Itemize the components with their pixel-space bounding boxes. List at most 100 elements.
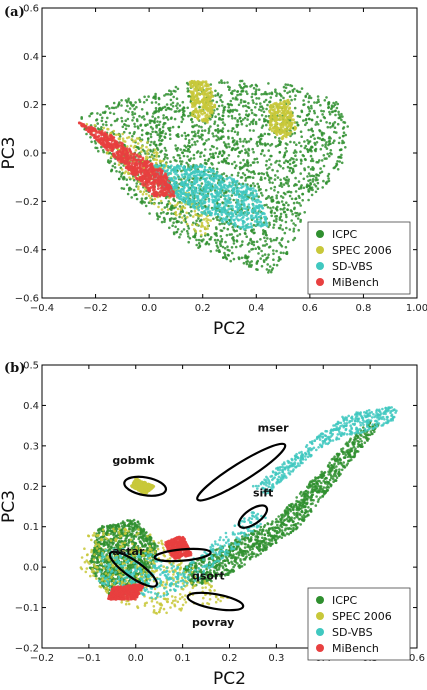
data-point — [206, 211, 210, 214]
data-point — [214, 212, 218, 215]
data-point — [227, 162, 231, 165]
data-point — [292, 227, 296, 231]
data-point — [227, 254, 230, 257]
data-point — [241, 216, 244, 220]
data-point — [136, 125, 139, 128]
data-point — [154, 168, 157, 172]
data-point — [125, 165, 128, 169]
data-point — [96, 122, 99, 125]
data-point — [274, 207, 278, 210]
data-point — [150, 171, 154, 175]
data-point — [223, 144, 227, 147]
data-point — [264, 188, 268, 192]
data-point — [215, 241, 218, 244]
data-point — [250, 242, 254, 245]
data-point — [280, 108, 284, 112]
data-point — [154, 144, 158, 147]
data-point — [148, 212, 151, 215]
data-point — [249, 237, 252, 241]
data-point — [273, 116, 276, 120]
data-point — [113, 166, 117, 169]
data-point — [241, 144, 245, 148]
data-point — [271, 181, 274, 185]
data-point — [179, 148, 182, 151]
data-point — [205, 185, 209, 188]
data-point — [175, 110, 178, 113]
data-point — [180, 181, 184, 184]
data-point — [183, 214, 186, 217]
data-point — [133, 122, 136, 126]
data-point — [243, 195, 246, 199]
data-point — [335, 131, 338, 134]
data-point — [128, 176, 131, 179]
data-point — [244, 148, 247, 151]
data-point — [334, 101, 338, 104]
data-point — [187, 148, 190, 151]
data-point — [211, 198, 214, 201]
data-point — [300, 87, 304, 90]
data-point — [146, 179, 150, 182]
data-point — [286, 143, 289, 146]
data-point — [191, 170, 195, 173]
data-point — [223, 251, 226, 255]
data-point — [329, 126, 332, 129]
data-point — [167, 200, 170, 203]
data-point — [255, 97, 258, 100]
data-point — [246, 164, 250, 168]
data-point — [334, 109, 337, 113]
data-point — [242, 261, 246, 265]
data-point — [137, 178, 141, 181]
data-point — [207, 92, 210, 95]
data-point — [140, 167, 144, 170]
data-point — [335, 106, 339, 110]
data-point — [216, 209, 219, 212]
data-point — [333, 139, 336, 142]
data-point — [191, 120, 194, 124]
data-point — [181, 192, 184, 195]
data-point — [299, 130, 303, 133]
data-point — [257, 135, 261, 139]
data-point — [231, 183, 235, 187]
data-point — [217, 198, 220, 201]
data-point — [193, 83, 196, 87]
data-point — [142, 162, 146, 165]
data-point — [252, 228, 255, 231]
data-point — [215, 100, 219, 104]
chart-panel-1: −0.4 −0.2 0.0 0.2 0.4 0.6 0.8 1.00−0.6−0.4−0.20… — [0, 4, 427, 340]
data-point — [322, 154, 326, 157]
data-point — [178, 176, 181, 180]
data-point — [165, 177, 168, 181]
data-point — [143, 169, 147, 172]
data-point — [258, 108, 261, 111]
data-point — [293, 207, 296, 211]
data-point — [264, 230, 267, 233]
data-point — [228, 111, 231, 114]
data-point — [271, 119, 274, 122]
data-point — [316, 123, 320, 126]
data-point — [237, 171, 240, 175]
data-point — [279, 195, 283, 198]
data-point — [266, 174, 270, 178]
data-point — [272, 223, 276, 227]
data-point — [197, 129, 200, 133]
data-point — [238, 233, 242, 236]
data-point — [146, 123, 149, 126]
data-point — [121, 171, 124, 175]
data-point — [270, 107, 274, 111]
data-point — [118, 170, 121, 174]
data-point — [194, 143, 197, 146]
data-point — [272, 252, 275, 256]
data-point — [186, 87, 189, 90]
data-point — [236, 90, 239, 93]
data-point — [231, 136, 234, 140]
data-point — [268, 166, 271, 169]
data-point — [227, 106, 231, 109]
data-point — [192, 174, 196, 178]
data-point — [110, 155, 113, 159]
data-point — [239, 93, 243, 96]
data-point — [246, 161, 250, 164]
data-point — [294, 94, 297, 97]
data-point — [172, 197, 175, 201]
data-point — [242, 140, 245, 143]
data-point — [329, 149, 333, 152]
